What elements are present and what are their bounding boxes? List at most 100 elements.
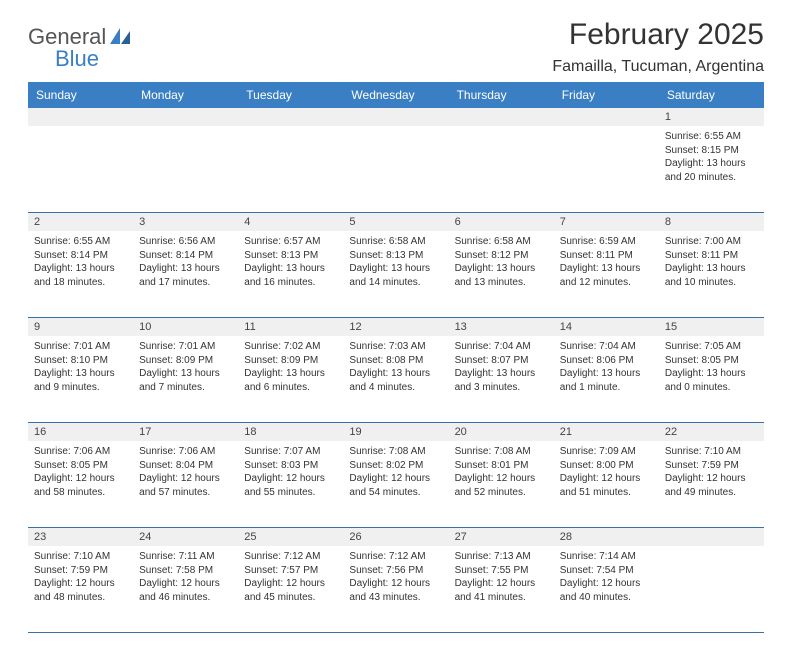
day-sunrise: Sunrise: 7:11 AM (139, 550, 232, 564)
day-daylight2: and 6 minutes. (244, 381, 337, 395)
day-daylight2: and 41 minutes. (455, 591, 548, 605)
day-cell: Sunrise: 7:04 AMSunset: 8:06 PMDaylight:… (554, 336, 659, 422)
day-sunrise: Sunrise: 6:58 AM (349, 235, 442, 249)
day-cell: Sunrise: 7:10 AMSunset: 7:59 PMDaylight:… (659, 441, 764, 527)
day-daylight2: and 13 minutes. (455, 276, 548, 290)
day-number: 22 (659, 423, 764, 441)
day-daylight2: and 10 minutes. (665, 276, 758, 290)
day-cell: Sunrise: 7:03 AMSunset: 8:08 PMDaylight:… (343, 336, 448, 422)
day-daylight1: Daylight: 12 hours (560, 472, 653, 486)
day-sunset: Sunset: 8:02 PM (349, 459, 442, 473)
day-sunset: Sunset: 8:10 PM (34, 354, 127, 368)
day-daylight2: and 54 minutes. (349, 486, 442, 500)
day-sunrise: Sunrise: 7:01 AM (139, 340, 232, 354)
day-number-strip: 2345678 (28, 213, 764, 231)
day-number: 2 (28, 213, 133, 231)
month-title: February 2025 (552, 18, 764, 52)
day-daylight2: and 55 minutes. (244, 486, 337, 500)
logo: General Blue (28, 24, 132, 50)
day-cell (133, 126, 238, 212)
day-daylight1: Daylight: 13 hours (139, 367, 232, 381)
day-cell: Sunrise: 7:00 AMSunset: 8:11 PMDaylight:… (659, 231, 764, 317)
day-cell (659, 546, 764, 632)
day-daylight1: Daylight: 13 hours (139, 262, 232, 276)
day-cell: Sunrise: 7:01 AMSunset: 8:10 PMDaylight:… (28, 336, 133, 422)
weekday-friday: Friday (554, 82, 659, 108)
day-daylight1: Daylight: 13 hours (665, 157, 758, 171)
day-cell (554, 126, 659, 212)
day-sunset: Sunset: 8:09 PM (244, 354, 337, 368)
week-row: Sunrise: 6:55 AMSunset: 8:14 PMDaylight:… (28, 231, 764, 318)
day-number: 1 (659, 108, 764, 126)
day-daylight2: and 58 minutes. (34, 486, 127, 500)
day-cell (449, 126, 554, 212)
calendar-weeks: 1Sunrise: 6:55 AMSunset: 8:15 PMDaylight… (28, 108, 764, 633)
day-cell: Sunrise: 7:06 AMSunset: 8:04 PMDaylight:… (133, 441, 238, 527)
day-daylight2: and 51 minutes. (560, 486, 653, 500)
day-number (659, 528, 764, 546)
day-sunset: Sunset: 8:11 PM (665, 249, 758, 263)
day-daylight1: Daylight: 12 hours (34, 577, 127, 591)
day-sunset: Sunset: 7:57 PM (244, 564, 337, 578)
day-cell: Sunrise: 7:05 AMSunset: 8:05 PMDaylight:… (659, 336, 764, 422)
week-row: Sunrise: 7:10 AMSunset: 7:59 PMDaylight:… (28, 546, 764, 633)
day-sunrise: Sunrise: 7:00 AM (665, 235, 758, 249)
day-number-strip: 9101112131415 (28, 318, 764, 336)
day-number: 24 (133, 528, 238, 546)
day-number: 27 (449, 528, 554, 546)
week-row: Sunrise: 7:06 AMSunset: 8:05 PM Daylight:… (28, 441, 764, 528)
day-number: 10 (133, 318, 238, 336)
weekday-saturday: Saturday (659, 82, 764, 108)
day-cell: Sunrise: 7:14 AMSunset: 7:54 PMDaylight:… (554, 546, 659, 632)
day-sunset: Sunset: 8:04 PM (139, 459, 232, 473)
day-number-strip: 1 (28, 108, 764, 126)
day-sunset: Sunset: 7:59 PM (34, 564, 127, 578)
day-cell: Sunrise: 7:02 AMSunset: 8:09 PMDaylight:… (238, 336, 343, 422)
day-number: 23 (28, 528, 133, 546)
weekday-monday: Monday (133, 82, 238, 108)
day-daylight2: and 40 minutes. (560, 591, 653, 605)
week-row: Sunrise: 7:01 AM Sunset: 8:10 PM Daylight:… (28, 336, 764, 423)
day-number (238, 108, 343, 126)
day-sunrise: Sunrise: 7:06 AM (34, 445, 127, 459)
day-number: 26 (343, 528, 448, 546)
day-number: 11 (238, 318, 343, 336)
day-number-strip: 16171819202122 (28, 423, 764, 441)
day-sunrise: Sunrise: 6:59 AM (560, 235, 653, 249)
day-daylight1: Daylight: 13 hours (665, 367, 758, 381)
day-sunset: Sunset: 8:06 PM (560, 354, 653, 368)
day-daylight2: and 1 minute. (560, 381, 653, 395)
day-sunset: Sunset: 8:07 PM (455, 354, 548, 368)
location-text: Famailla, Tucuman, Argentina (552, 58, 764, 76)
day-number (28, 108, 133, 126)
day-sunrise: Sunrise: 7:12 AM (244, 550, 337, 564)
day-sunset: Sunset: 8:08 PM (349, 354, 442, 368)
day-number (449, 108, 554, 126)
day-cell: Sunrise: 7:12 AMSunset: 7:56 PMDaylight:… (343, 546, 448, 632)
day-sunrise: Sunrise: 7:09 AM (560, 445, 653, 459)
day-cell: Sunrise: 7:08 AMSunset: 8:02 PMDaylight:… (343, 441, 448, 527)
day-daylight2: and 12 minutes. (560, 276, 653, 290)
day-number: 20 (449, 423, 554, 441)
day-sunset: Sunset: 8:01 PM (455, 459, 548, 473)
day-daylight2: and 14 minutes. (349, 276, 442, 290)
day-sunset: Sunset: 8:05 PM (34, 459, 127, 473)
day-number: 6 (449, 213, 554, 231)
day-sunset: Sunset: 8:05 PM (665, 354, 758, 368)
day-cell: Sunrise: 7:12 AMSunset: 7:57 PMDaylight:… (238, 546, 343, 632)
day-sunset: Sunset: 8:13 PM (244, 249, 337, 263)
day-cell: Sunrise: 7:04 AMSunset: 8:07 PMDaylight:… (449, 336, 554, 422)
day-number: 16 (28, 423, 133, 441)
day-cell: Sunrise: 7:08 AMSunset: 8:01 PMDaylight:… (449, 441, 554, 527)
weekday-thursday: Thursday (449, 82, 554, 108)
day-sunrise: Sunrise: 6:57 AM (244, 235, 337, 249)
day-number: 14 (554, 318, 659, 336)
day-daylight1: Daylight: 12 hours (139, 472, 232, 486)
day-number: 15 (659, 318, 764, 336)
day-sunset: Sunset: 7:58 PM (139, 564, 232, 578)
day-number: 9 (28, 318, 133, 336)
day-cell: Sunrise: 6:55 AMSunset: 8:15 PMDaylight:… (659, 126, 764, 212)
day-number: 5 (343, 213, 448, 231)
header-row: General Blue February 2025 Famailla, Tuc… (28, 18, 764, 76)
day-sunrise: Sunrise: 7:10 AM (34, 550, 127, 564)
